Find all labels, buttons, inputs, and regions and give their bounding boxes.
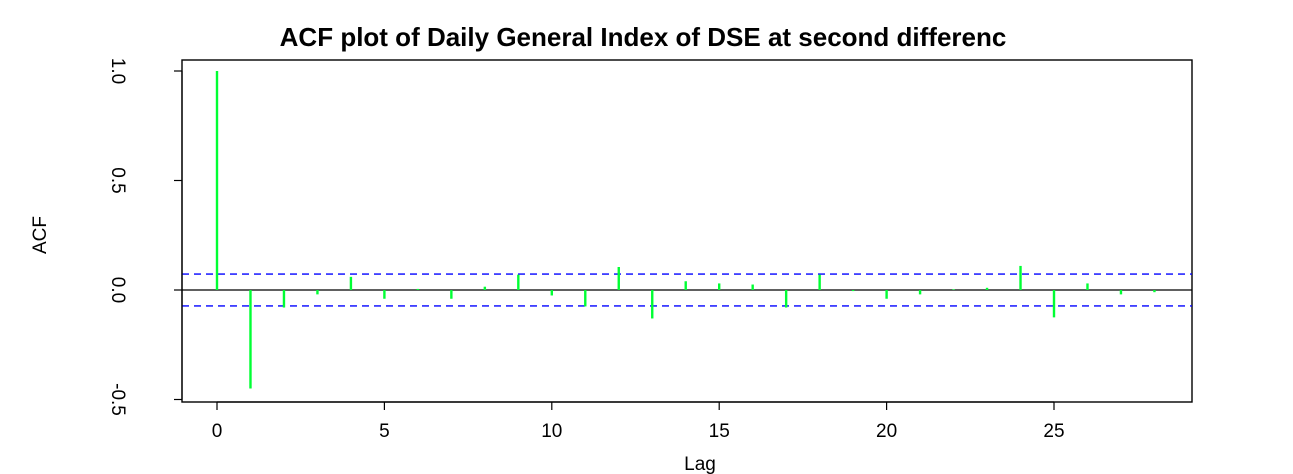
y-tick-label: 0.5 xyxy=(107,167,128,193)
x-tick-label: 5 xyxy=(379,421,390,442)
x-tick-label: 15 xyxy=(709,421,730,442)
plot-area: 0 5 10 15 20 25 -0.5 0.0 0.5 1.0 xyxy=(107,58,1193,442)
plot-frame xyxy=(181,59,1193,403)
x-tick-label: 0 xyxy=(212,421,223,442)
y-tick-label: -0.5 xyxy=(107,383,128,416)
y-tick-label: 0.0 xyxy=(107,277,128,303)
x-tick-label: 10 xyxy=(541,421,562,442)
chart-title: ACF plot of Daily General Index of DSE a… xyxy=(280,22,1007,52)
x-tick-label: 20 xyxy=(876,421,897,442)
y-tick-label: 1.0 xyxy=(107,58,128,84)
y-axis-label: ACF xyxy=(30,216,51,254)
x-axis-label: Lag xyxy=(684,454,716,474)
x-tick-label: 25 xyxy=(1043,421,1064,442)
